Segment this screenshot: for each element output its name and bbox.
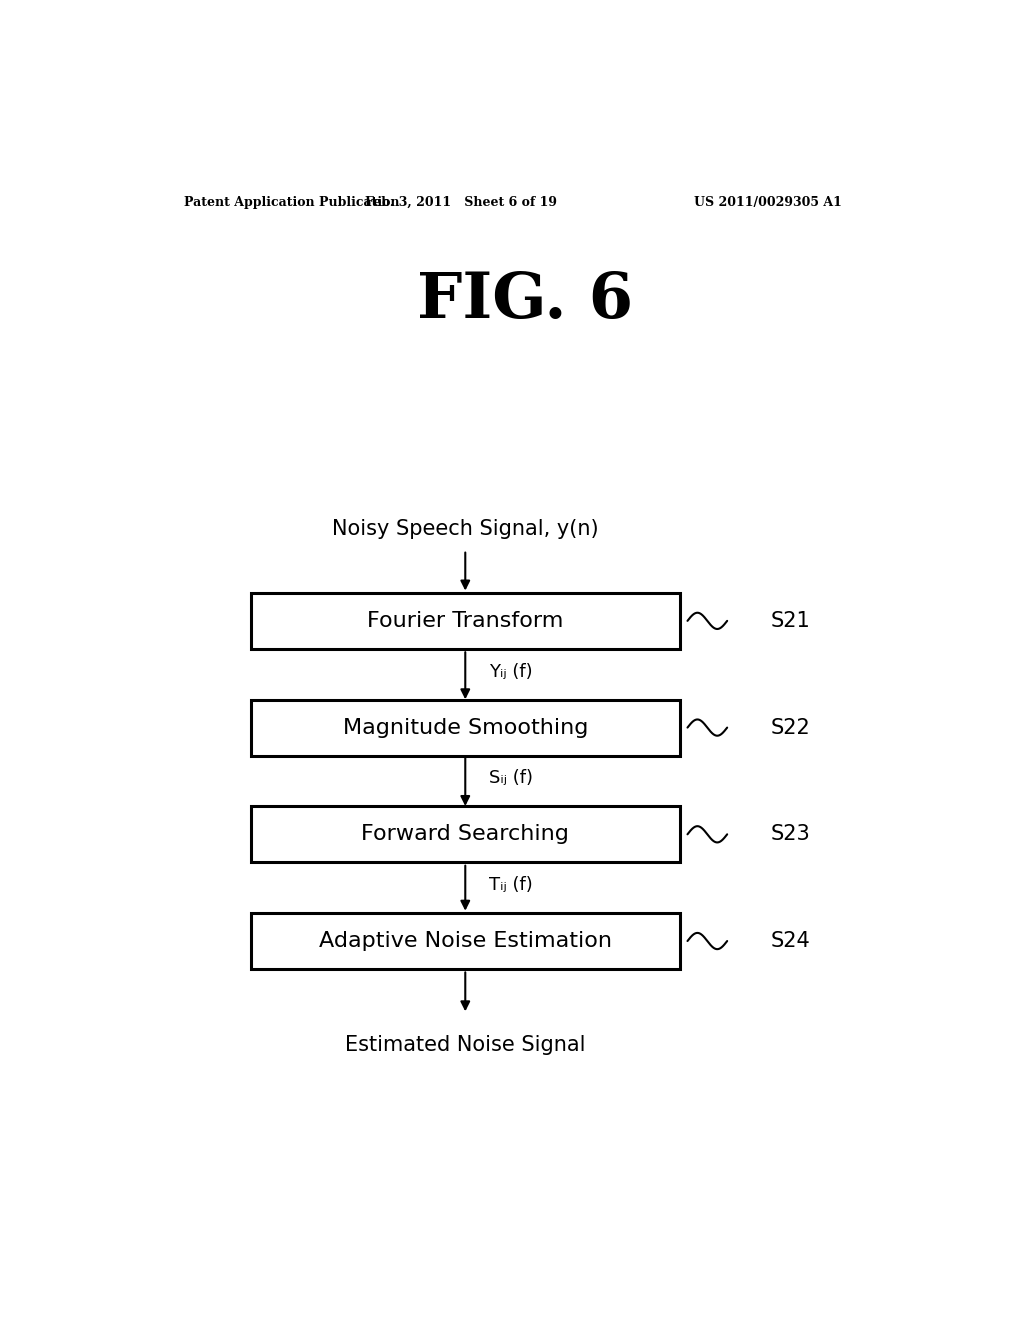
Bar — [251, 807, 680, 862]
Text: S23: S23 — [771, 824, 811, 845]
Text: Estimated Noise Signal: Estimated Noise Signal — [345, 1035, 586, 1055]
Text: S22: S22 — [771, 718, 811, 738]
Text: S21: S21 — [771, 611, 811, 631]
Bar — [251, 913, 680, 969]
Text: Feb. 3, 2011   Sheet 6 of 19: Feb. 3, 2011 Sheet 6 of 19 — [366, 195, 557, 209]
Bar — [251, 593, 680, 649]
Bar — [251, 700, 680, 755]
Text: Magnitude Smoothing: Magnitude Smoothing — [343, 718, 588, 738]
Text: Patent Application Publication: Patent Application Publication — [183, 195, 399, 209]
Text: US 2011/0029305 A1: US 2011/0029305 A1 — [694, 195, 842, 209]
Text: FIG. 6: FIG. 6 — [417, 271, 633, 331]
Text: Fourier Transform: Fourier Transform — [367, 611, 563, 631]
Text: Noisy Speech Signal, y(n): Noisy Speech Signal, y(n) — [332, 519, 599, 540]
Text: Tᵢⱼ (f): Tᵢⱼ (f) — [489, 876, 532, 894]
Text: S24: S24 — [771, 931, 811, 950]
Text: Forward Searching: Forward Searching — [361, 824, 569, 845]
Text: Sᵢⱼ (f): Sᵢⱼ (f) — [489, 770, 534, 788]
Text: Yᵢⱼ (f): Yᵢⱼ (f) — [489, 663, 532, 681]
Text: Adaptive Noise Estimation: Adaptive Noise Estimation — [318, 931, 611, 950]
